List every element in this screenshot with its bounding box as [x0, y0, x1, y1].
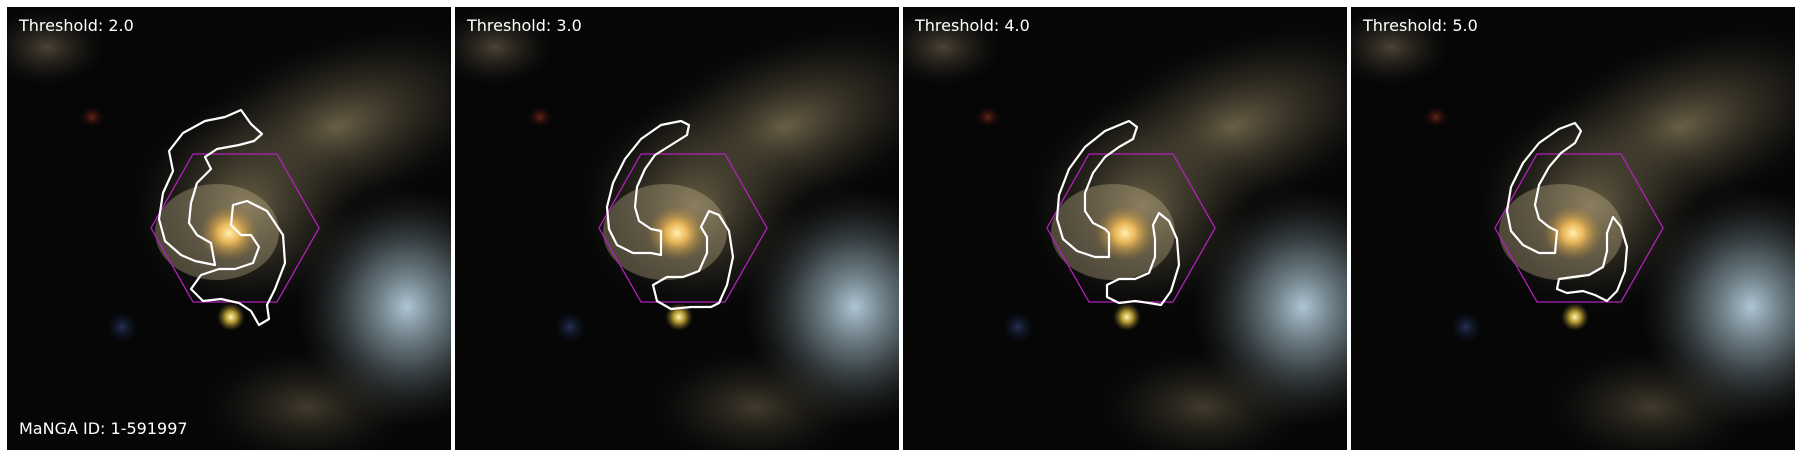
galaxy-image: [1351, 7, 1795, 450]
contour-outer-arm: [651, 209, 735, 311]
galaxy-image: [7, 7, 451, 450]
ifu-hexagon: [150, 153, 320, 303]
contour-outer-arm: [1105, 211, 1181, 307]
contour-inner-arm: [1505, 121, 1583, 255]
threshold-label: Threshold: 4.0: [915, 16, 1030, 35]
contour-outer-arm: [1555, 215, 1629, 303]
panel-strip: Threshold: 2.0 MaNGA ID: 1-591997 Thresh…: [7, 7, 1800, 450]
ifu-hexagon: [598, 153, 768, 303]
contour-inner-arm: [1055, 119, 1139, 259]
threshold-label: Threshold: 2.0: [19, 16, 134, 35]
image-panel-3: Threshold: 4.0: [903, 7, 1347, 450]
contour-inner-arm: [157, 108, 264, 267]
contour-outer-arm: [189, 199, 287, 327]
image-panel-2: Threshold: 3.0: [455, 7, 899, 450]
threshold-label: Threshold: 5.0: [1363, 16, 1478, 35]
contour-inner-arm: [605, 119, 691, 257]
ifu-hexagon: [1046, 153, 1216, 303]
galaxy-image: [903, 7, 1347, 450]
galaxy-id-label: MaNGA ID: 1-591997: [19, 419, 188, 438]
threshold-label: Threshold: 3.0: [467, 16, 582, 35]
galaxy-image: [455, 7, 899, 450]
ifu-hexagon: [1494, 153, 1664, 303]
image-panel-4: Threshold: 5.0: [1351, 7, 1795, 450]
image-panel-1: Threshold: 2.0 MaNGA ID: 1-591997: [7, 7, 451, 450]
